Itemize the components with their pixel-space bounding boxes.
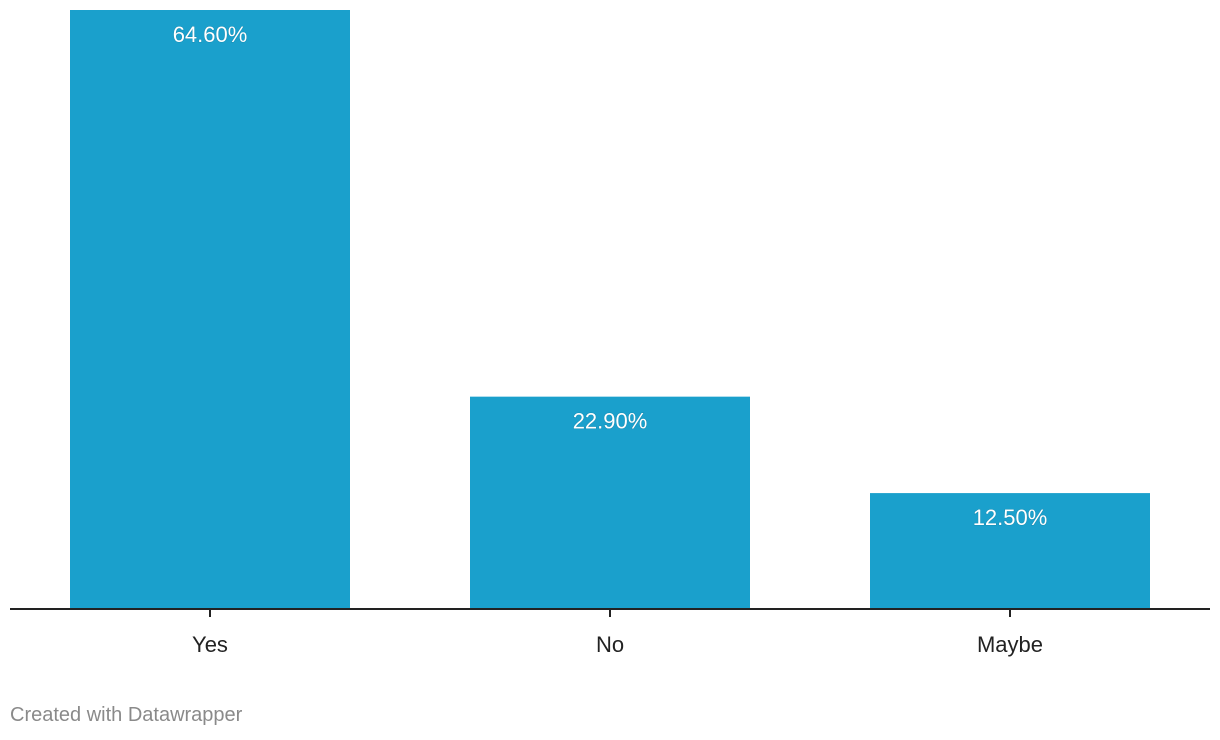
- x-axis-ticks: Yes No Maybe: [192, 609, 1043, 657]
- bar-chart: 64.60% 22.90% 12.50% Yes No Maybe: [10, 10, 1210, 657]
- bar-value-label: 22.90%: [573, 409, 648, 434]
- x-tick-label: Yes: [192, 632, 228, 657]
- bar-value-label: 12.50%: [973, 505, 1048, 530]
- bar-value-label: 64.60%: [173, 22, 248, 47]
- credit-text: Created with Datawrapper: [10, 704, 243, 726]
- x-tick-label: No: [596, 632, 624, 657]
- bars-group: 64.60% 22.90% 12.50%: [70, 10, 1150, 609]
- x-tick-label: Maybe: [977, 632, 1043, 657]
- bar-no: [470, 396, 750, 609]
- bar-yes: [70, 10, 350, 609]
- bar-maybe: [870, 493, 1150, 609]
